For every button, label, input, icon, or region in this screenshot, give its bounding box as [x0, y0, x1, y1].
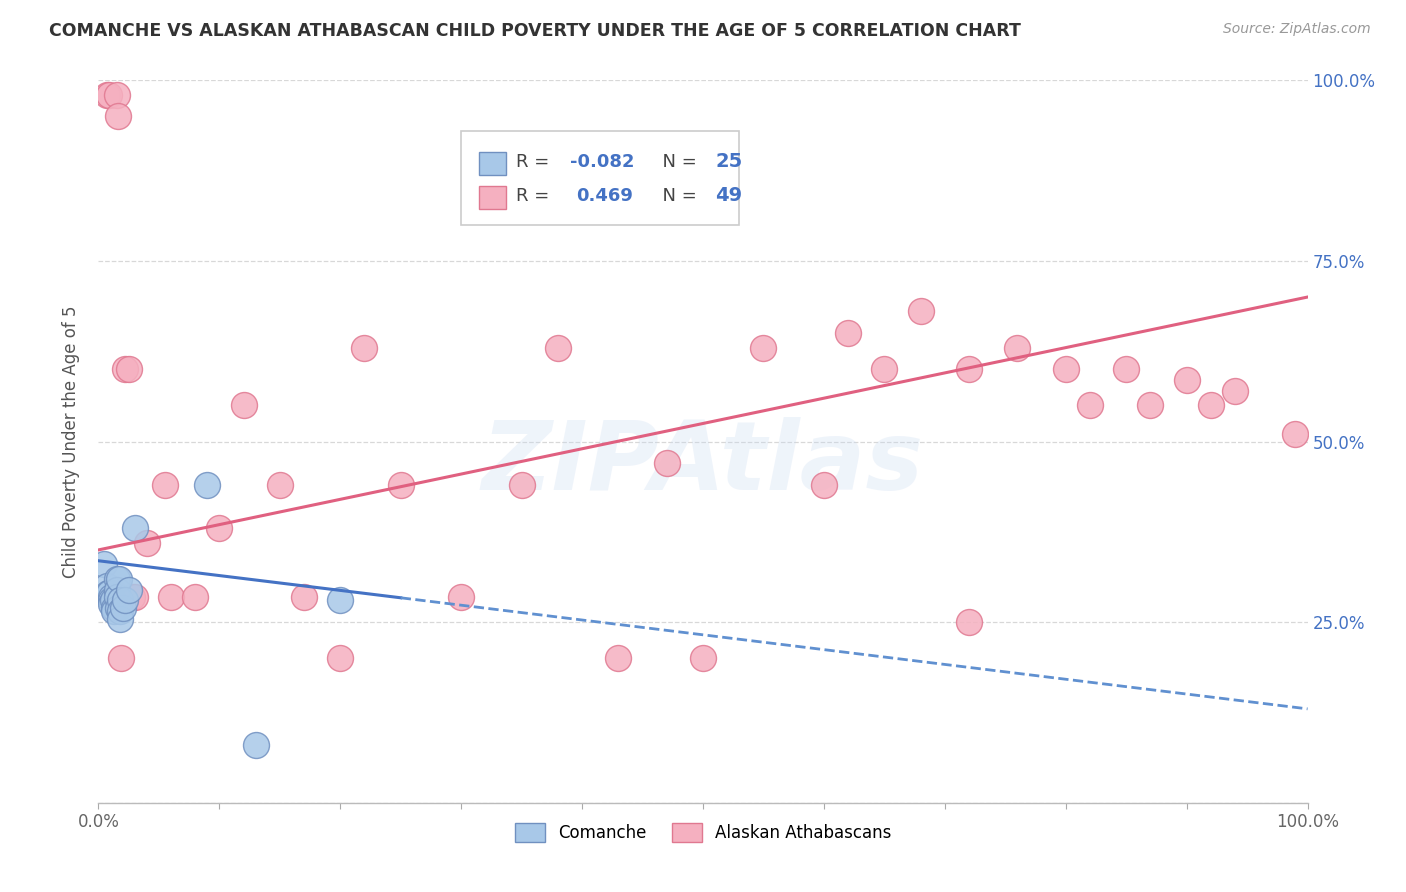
Point [957, 362, 980, 376]
Text: COMANCHE VS ALASKAN ATHABASCAN CHILD POVERTY UNDER THE AGE OF 5 CORRELATION CHAR: COMANCHE VS ALASKAN ATHABASCAN CHILD POV… [49, 22, 1021, 40]
Point [1139, 398, 1161, 412]
Point [96, 87, 118, 102]
Point [655, 456, 678, 470]
Point [108, 593, 131, 607]
Text: 25: 25 [716, 153, 742, 171]
Point [547, 341, 569, 355]
Point [100, 590, 122, 604]
Text: R =: R = [516, 187, 561, 205]
Point [97, 586, 120, 600]
Point [1007, 341, 1029, 355]
Point [124, 521, 146, 535]
Point [101, 590, 124, 604]
Text: 0.469: 0.469 [576, 187, 633, 205]
Point [121, 590, 143, 604]
Point [245, 738, 267, 752]
Point [108, 590, 131, 604]
Point [110, 651, 132, 665]
Point [96, 579, 118, 593]
Point [105, 582, 128, 597]
Point [100, 597, 122, 611]
Point [752, 341, 775, 355]
Point [607, 651, 630, 665]
Point [103, 600, 125, 615]
Point [108, 572, 131, 586]
Point [111, 593, 134, 607]
Text: R =: R = [516, 153, 554, 171]
Point [292, 590, 315, 604]
Point [111, 600, 134, 615]
Point [105, 590, 128, 604]
Point [98, 87, 121, 102]
Point [269, 478, 291, 492]
Point [389, 478, 412, 492]
Point [692, 651, 714, 665]
Point [1175, 373, 1198, 387]
Point [105, 572, 128, 586]
Point [118, 582, 141, 597]
Point [184, 590, 207, 604]
Legend: Comanche, Alaskan Athabascans: Comanche, Alaskan Athabascans [508, 816, 898, 848]
Point [153, 478, 176, 492]
Point [1284, 427, 1306, 442]
Y-axis label: Child Poverty Under the Age of 5: Child Poverty Under the Age of 5 [62, 305, 80, 578]
Point [114, 593, 136, 607]
FancyBboxPatch shape [479, 152, 506, 175]
Point [1078, 398, 1101, 412]
Point [1054, 362, 1077, 376]
Point [813, 478, 835, 492]
Point [837, 326, 859, 340]
Text: -0.082: -0.082 [569, 153, 634, 171]
FancyBboxPatch shape [461, 131, 740, 225]
Text: 49: 49 [716, 186, 742, 205]
Point [450, 590, 472, 604]
Point [107, 600, 129, 615]
Point [1115, 362, 1137, 376]
Point [108, 604, 131, 618]
Point [105, 87, 128, 102]
Point [232, 398, 254, 412]
Point [208, 521, 231, 535]
FancyBboxPatch shape [479, 186, 506, 209]
Text: Source: ZipAtlas.com: Source: ZipAtlas.com [1223, 22, 1371, 37]
Point [160, 590, 183, 604]
Point [873, 362, 896, 376]
Point [135, 535, 157, 549]
Text: ZIPAtlas: ZIPAtlas [482, 417, 924, 509]
Point [910, 304, 932, 318]
Text: N =: N = [651, 153, 703, 171]
Point [1223, 384, 1246, 398]
Point [105, 593, 128, 607]
Point [114, 362, 136, 376]
Point [1199, 398, 1222, 412]
Point [103, 600, 125, 615]
Point [107, 110, 129, 124]
Point [108, 611, 131, 625]
Point [353, 341, 375, 355]
Point [118, 362, 141, 376]
Point [957, 615, 980, 630]
Point [100, 593, 122, 607]
Point [329, 651, 352, 665]
Point [510, 478, 533, 492]
Point [100, 590, 122, 604]
Text: N =: N = [651, 187, 703, 205]
Point [103, 604, 125, 618]
Point [329, 593, 352, 607]
Point [124, 590, 146, 604]
Point [101, 593, 124, 607]
Point [98, 586, 121, 600]
Point [195, 478, 218, 492]
Point [93, 558, 115, 572]
Point [103, 586, 125, 600]
